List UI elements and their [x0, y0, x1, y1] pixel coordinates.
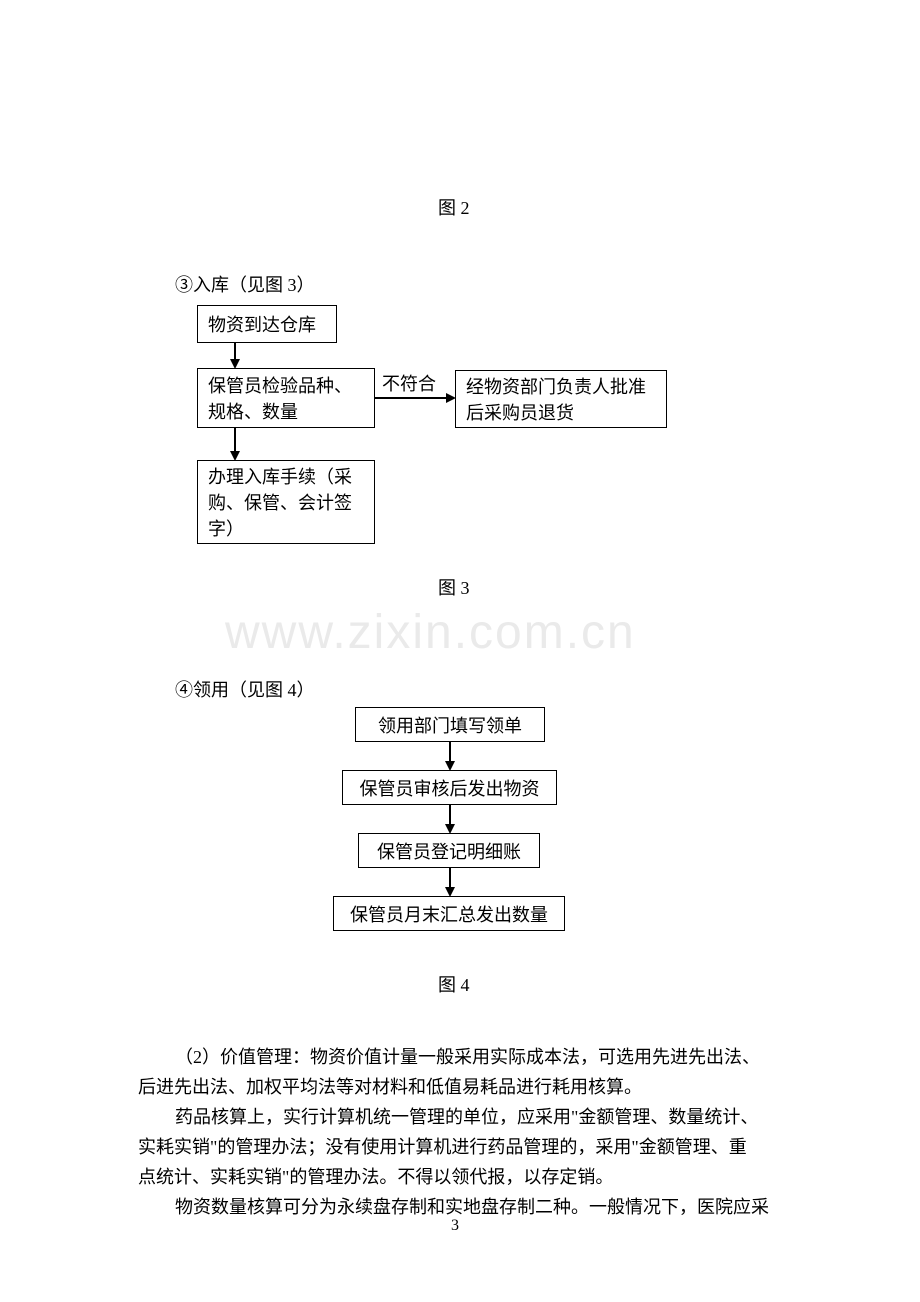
fig3-node-register: 办理入库手续（采购、保管、会计签字）	[197, 460, 375, 544]
figure-2-caption: 图 2	[438, 194, 470, 220]
paragraph-3-line-1: 物资数量核算可分为永续盘存制和实地盘存制二种。一般情况下，医院应采	[175, 1192, 769, 1223]
section-4-heading: ④领用（见图 4）	[175, 675, 315, 706]
page-number: 3	[451, 1217, 459, 1235]
fig3-node-inspect: 保管员检验品种、规格、数量	[197, 368, 375, 428]
fig4-node-issue: 保管员审核后发出物资	[342, 770, 557, 805]
paragraph-1-line-2: 后进先出法、加权平均法等对材料和低值易耗品进行耗用核算。	[138, 1072, 642, 1103]
section-3-heading: ③入库（见图 3）	[175, 270, 315, 301]
fig4-node-request: 领用部门填写领单	[355, 707, 545, 742]
paragraph-2-line-3: 点统计、实耗实销"的管理办法。不得以领代报，以存定销。	[138, 1162, 613, 1193]
fig3-edge-label-fail: 不符合	[382, 370, 436, 396]
figure-3-caption: 图 3	[438, 574, 470, 600]
fig4-node-ledger: 保管员登记明细账	[358, 833, 540, 868]
fig3-node-return: 经物资部门负责人批准后采购员退货	[455, 370, 667, 428]
paragraph-2-line-2: 实耗实销"的管理办法；没有使用计算机进行药品管理的，采用"金额管理、重	[138, 1132, 747, 1163]
paragraph-1-line-1: （2）价值管理：物资价值计量一般采用实际成本法，可选用先进先出法、	[175, 1042, 760, 1073]
paragraph-2-line-1: 药品核算上，实行计算机统一管理的单位，应采用"金额管理、数量统计、	[175, 1102, 758, 1133]
fig3-node-arrival: 物资到达仓库	[197, 305, 337, 343]
figure-4-caption: 图 4	[438, 971, 470, 997]
fig4-node-summary: 保管员月末汇总发出数量	[333, 896, 565, 931]
